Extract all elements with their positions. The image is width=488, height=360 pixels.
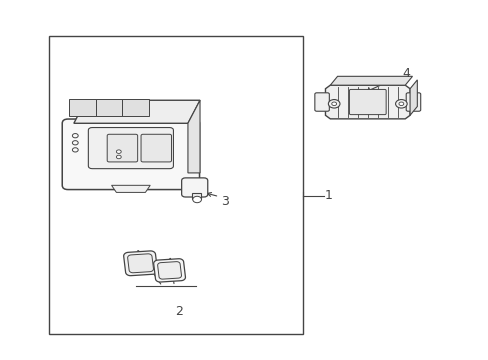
Polygon shape	[122, 99, 149, 116]
Bar	[49, 36, 302, 334]
Circle shape	[116, 155, 121, 159]
FancyBboxPatch shape	[406, 93, 420, 111]
Polygon shape	[153, 259, 185, 282]
FancyBboxPatch shape	[62, 119, 199, 190]
Circle shape	[398, 102, 403, 105]
Polygon shape	[123, 251, 157, 276]
Polygon shape	[127, 254, 153, 273]
Polygon shape	[69, 99, 96, 116]
Polygon shape	[157, 262, 181, 279]
Circle shape	[331, 102, 336, 105]
Circle shape	[72, 141, 78, 145]
FancyBboxPatch shape	[107, 134, 138, 162]
Polygon shape	[187, 100, 200, 173]
Text: 1: 1	[325, 189, 332, 202]
Circle shape	[328, 100, 339, 108]
Polygon shape	[325, 85, 409, 119]
Circle shape	[192, 196, 201, 203]
Polygon shape	[329, 76, 412, 85]
Polygon shape	[74, 100, 200, 123]
Circle shape	[116, 150, 121, 153]
Circle shape	[72, 148, 78, 152]
Text: 2: 2	[175, 305, 183, 318]
Circle shape	[395, 100, 407, 108]
Text: 3: 3	[221, 195, 229, 208]
Text: 4: 4	[402, 67, 409, 80]
Bar	[192, 193, 201, 199]
FancyBboxPatch shape	[349, 89, 386, 114]
Polygon shape	[409, 80, 416, 115]
FancyBboxPatch shape	[181, 178, 207, 197]
FancyBboxPatch shape	[141, 134, 171, 162]
Polygon shape	[111, 185, 150, 192]
Circle shape	[72, 134, 78, 138]
FancyBboxPatch shape	[88, 127, 173, 168]
FancyBboxPatch shape	[314, 93, 329, 111]
Polygon shape	[96, 99, 122, 116]
